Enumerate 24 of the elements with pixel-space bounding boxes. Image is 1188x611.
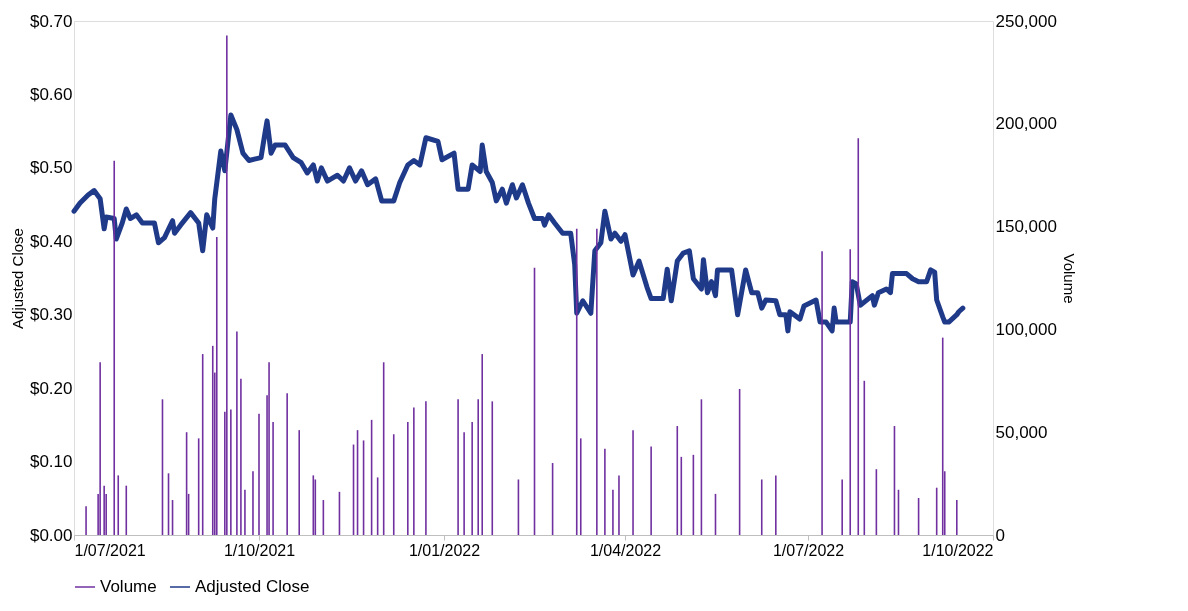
y2-tick-label: 250,000 — [995, 11, 1057, 31]
x-tick-label: 1/10/2022 — [922, 541, 994, 559]
y2-tick-label: 50,000 — [995, 422, 1048, 442]
y2-tick-label: 200,000 — [995, 114, 1057, 134]
y-tick-label: $0.70 — [29, 11, 73, 31]
y2-tick-label: 0 — [995, 525, 1005, 545]
x-tick-label: 1/07/2022 — [772, 541, 845, 559]
y-tick-label: $0.20 — [29, 378, 73, 398]
y-axis-title: Adjusted Close — [8, 228, 26, 329]
y-tick-label: $0.30 — [29, 305, 73, 325]
y-tick-label: $0.00 — [29, 525, 73, 545]
x-tick-label: 1/10/2021 — [223, 541, 296, 559]
x-tick-label: 1/07/2021 — [74, 541, 146, 559]
y-tick-label: $0.40 — [29, 231, 73, 251]
y2-tick-label: 150,000 — [995, 217, 1057, 237]
y-tick-label: $0.10 — [29, 452, 73, 472]
y-tick-label: $0.50 — [29, 158, 73, 178]
legend-label: Adjusted Close — [195, 577, 310, 596]
x-tick-label: 1/04/2022 — [589, 541, 662, 559]
y2-tick-label: 100,000 — [995, 319, 1057, 339]
y2-axis-title: Volume — [1060, 253, 1078, 304]
y-tick-label: $0.60 — [29, 84, 73, 104]
legend-label: Volume — [100, 577, 157, 596]
x-tick-label: 1/01/2022 — [408, 541, 481, 559]
